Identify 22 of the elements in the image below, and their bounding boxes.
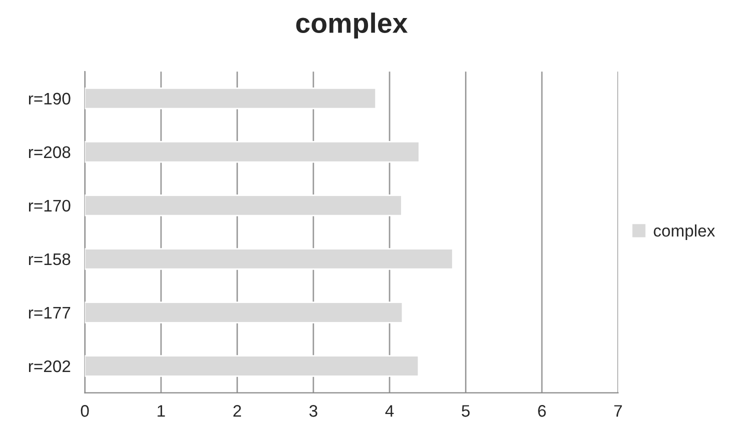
bar <box>84 355 420 377</box>
bar <box>84 88 377 110</box>
y-tick-label: r=170 <box>28 200 70 212</box>
x-tick-label: 1 <box>158 405 165 417</box>
x-tick-label: 5 <box>462 405 470 417</box>
x-tick-label: 3 <box>309 405 318 417</box>
y-tick-label: r=202 <box>28 360 70 372</box>
x-tick-label: 2 <box>233 405 242 417</box>
x-tick-label: 7 <box>614 405 622 417</box>
x-tick-label: 6 <box>538 405 546 417</box>
bar <box>84 141 420 163</box>
y-tick-label: r=208 <box>28 146 70 158</box>
chart-title: complex <box>296 12 408 38</box>
bar <box>84 248 454 270</box>
bar <box>84 302 404 324</box>
y-tick-label: r=177 <box>28 307 70 319</box>
y-tick-label: r=158 <box>28 253 70 266</box>
y-tick-label: r=190 <box>28 92 70 105</box>
legend-label: complex <box>654 224 715 240</box>
bar <box>84 194 402 216</box>
x-tick-label: 0 <box>80 405 89 417</box>
x-tick-label: 4 <box>385 405 394 417</box>
